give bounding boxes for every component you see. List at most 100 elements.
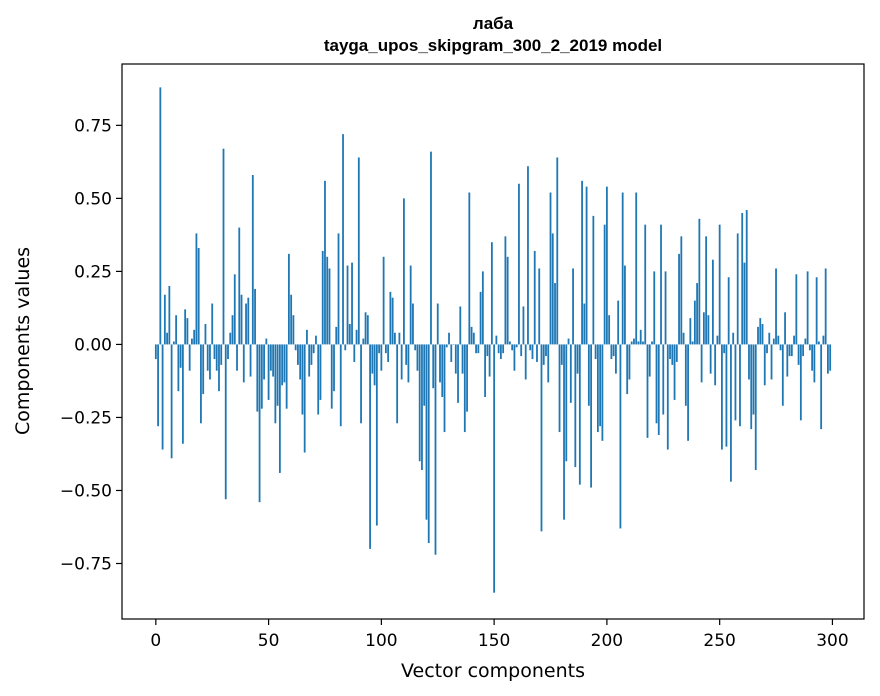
bar	[657, 344, 660, 435]
bar	[533, 250, 536, 345]
bar	[610, 344, 613, 360]
bar	[741, 212, 744, 345]
bar	[754, 344, 757, 471]
bar	[468, 192, 471, 345]
bar	[351, 262, 353, 345]
y-tick-label: 0.25	[74, 262, 112, 282]
bar	[486, 344, 489, 357]
bar	[820, 344, 823, 430]
bar	[418, 344, 421, 462]
bar	[256, 344, 259, 412]
bar	[605, 186, 608, 345]
bar	[781, 344, 784, 406]
bar	[743, 262, 746, 345]
bar	[569, 344, 572, 403]
bar	[633, 338, 635, 345]
bar	[624, 265, 626, 345]
bar	[357, 157, 360, 345]
bar	[793, 335, 795, 345]
bar	[364, 312, 367, 345]
bar	[231, 315, 234, 345]
bar	[168, 286, 171, 345]
bar	[227, 344, 229, 360]
bar	[511, 344, 514, 351]
bar	[181, 344, 184, 444]
bar	[709, 344, 712, 374]
bar	[366, 315, 369, 345]
bar	[707, 315, 710, 345]
bar	[369, 344, 371, 549]
bar-series	[154, 87, 832, 593]
bar	[466, 344, 468, 412]
bar	[628, 344, 631, 380]
bar	[788, 344, 791, 357]
bar	[306, 329, 308, 345]
bar	[574, 344, 577, 468]
bar	[197, 248, 200, 345]
bar	[233, 274, 236, 345]
bar	[506, 256, 509, 345]
bar	[513, 344, 516, 371]
bar	[457, 344, 459, 403]
bar	[161, 344, 164, 450]
bar	[730, 344, 732, 482]
bar	[518, 183, 520, 345]
bar	[576, 344, 579, 374]
bar	[416, 344, 419, 371]
bar	[666, 344, 669, 450]
bar	[278, 344, 281, 473]
bar	[396, 344, 399, 424]
bar	[630, 341, 633, 345]
bar	[795, 274, 798, 345]
bar	[206, 344, 209, 371]
bar	[301, 344, 304, 415]
bar	[321, 250, 324, 345]
bar	[315, 335, 317, 345]
bar	[443, 344, 446, 433]
bar	[824, 268, 827, 345]
bar	[527, 166, 529, 345]
bar	[218, 344, 220, 392]
bar	[495, 335, 498, 345]
bar	[281, 344, 284, 386]
bar	[542, 344, 545, 365]
bar	[330, 344, 333, 409]
bar	[166, 332, 168, 345]
bar	[297, 344, 299, 365]
bar	[779, 344, 782, 351]
bar	[745, 210, 748, 345]
bar	[342, 134, 344, 345]
bar	[711, 259, 714, 345]
bar	[285, 344, 288, 409]
y-tick-label: −0.50	[60, 481, 112, 501]
bar	[157, 344, 159, 427]
bar	[572, 268, 574, 345]
bar	[274, 344, 277, 424]
bar	[529, 344, 532, 351]
y-axis-label: Components values	[12, 247, 34, 435]
bar	[822, 335, 825, 345]
bar	[463, 344, 466, 433]
bar	[163, 294, 166, 345]
bar	[389, 291, 392, 345]
bar	[229, 332, 232, 345]
bar	[310, 344, 313, 365]
bar	[477, 344, 480, 354]
bar	[403, 198, 405, 345]
bar	[434, 344, 437, 555]
bar	[671, 344, 674, 365]
bar	[191, 338, 193, 345]
bar	[220, 344, 223, 365]
y-tick-label: −0.25	[60, 408, 112, 428]
bar	[608, 315, 611, 345]
bar	[432, 344, 435, 389]
bar	[202, 344, 205, 395]
bar	[813, 344, 816, 383]
bar	[333, 344, 335, 392]
bar	[678, 253, 680, 345]
bar	[770, 344, 773, 380]
bar	[249, 344, 252, 377]
bar	[269, 344, 272, 371]
bar	[540, 344, 543, 532]
